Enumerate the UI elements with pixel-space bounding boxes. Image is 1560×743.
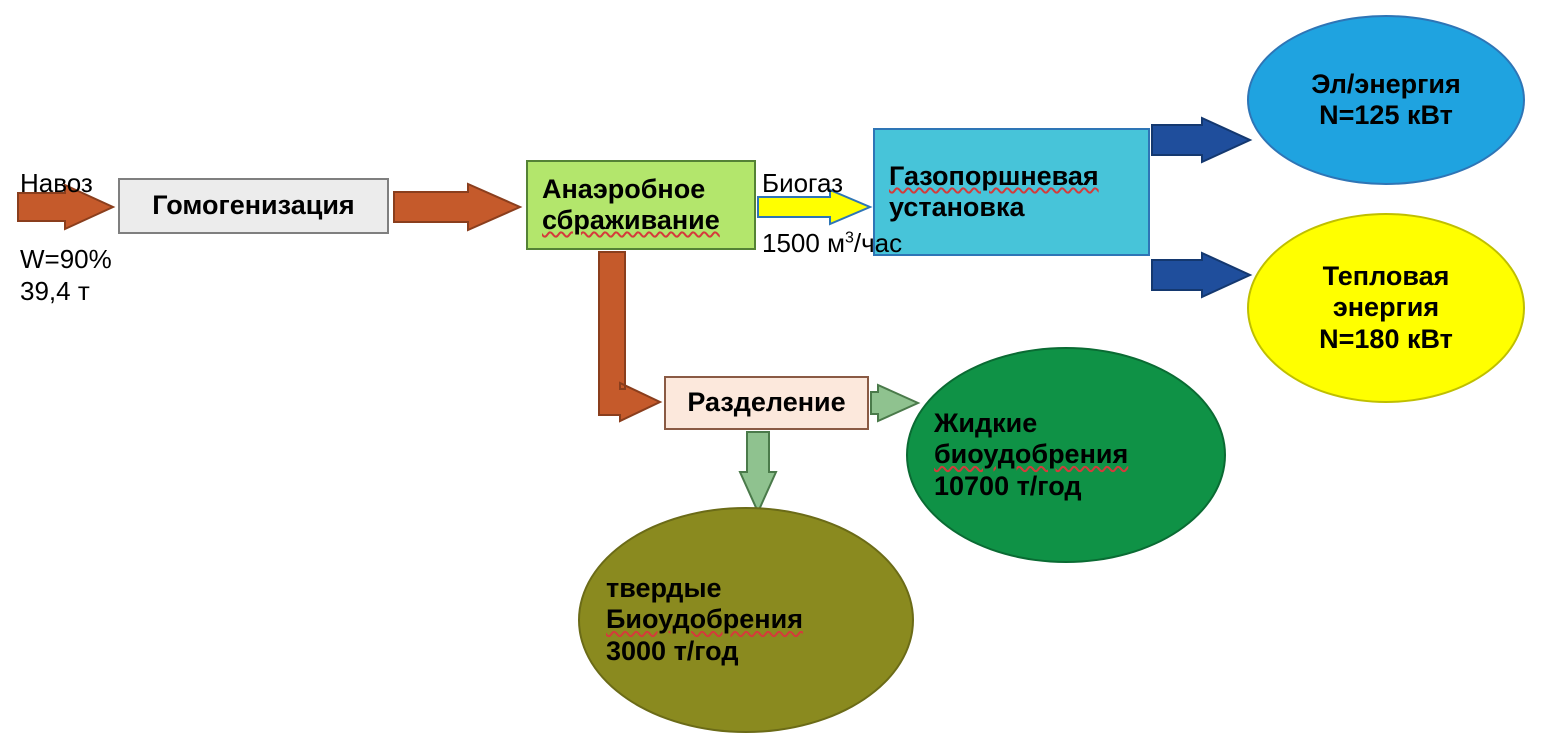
output-heat-line3: N=180 кВт — [1319, 324, 1453, 354]
node-gpe-line1: Газопоршневая — [889, 161, 1099, 191]
output-liquid-line1: Жидкие — [934, 408, 1037, 438]
node-anaerobic-fermentation: Анаэробное сбраживание — [526, 160, 756, 250]
diagram-canvas: { "canvas": { "width": 1560, "height": 7… — [0, 0, 1560, 743]
biogas-pre: 1500 м — [762, 228, 845, 258]
output-el-line2: N=125 кВт — [1319, 100, 1453, 130]
node-homogenization: Гомогенизация — [118, 178, 389, 234]
output-heat-energy: Тепловая энергия N=180 кВт — [1247, 213, 1525, 403]
input-sub1: W=90% — [20, 244, 112, 275]
node-separation: Разделение — [664, 376, 869, 430]
output-solid-line3: 3000 т/год — [606, 636, 738, 666]
output-liquid-biofertilizer: Жидкие биоудобрения 10700 т/год — [906, 347, 1226, 563]
output-solid-biofertilizer: твердые Биоудобрения 3000 т/год — [578, 507, 914, 733]
node-anaer-line1: Анаэробное — [542, 174, 705, 204]
output-solid-line1: твердые — [606, 573, 722, 603]
input-sub2: 39,4 т — [20, 276, 90, 307]
output-liquid-line3: 10700 т/год — [934, 471, 1081, 501]
biogas-post: /час — [854, 228, 902, 258]
output-liquid-line2: биоудобрения — [934, 439, 1128, 469]
input-label: Навоз — [20, 168, 93, 199]
node-anaer-line2: сбраживание — [542, 205, 720, 235]
biogas-sup: 3 — [845, 229, 854, 246]
output-heat-line2: энергия — [1333, 292, 1439, 322]
output-electric-energy: Эл/энергия N=125 кВт — [1247, 15, 1525, 185]
node-separation-label: Разделение — [687, 387, 845, 418]
node-homogenization-label: Гомогенизация — [152, 190, 354, 221]
output-solid-line2: Биоудобрения — [606, 604, 803, 634]
biogas-title: Биогаз — [762, 168, 843, 199]
output-el-line1: Эл/энергия — [1311, 69, 1461, 99]
node-gas-piston-engine: Газопоршневая установка — [873, 128, 1150, 256]
node-gpe-line2: установка — [889, 192, 1025, 222]
biogas-value: 1500 м3/час — [762, 228, 902, 259]
output-heat-line1: Тепловая — [1323, 261, 1450, 291]
